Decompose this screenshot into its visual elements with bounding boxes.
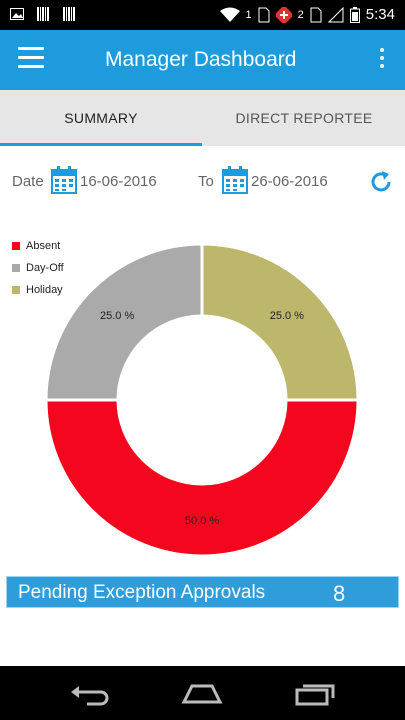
sim-card-icon [258, 7, 270, 22]
system-nav-bar [0, 666, 405, 720]
sim1-label: 1 [245, 8, 252, 21]
pending-exception-approvals-button[interactable]: Pending Exception Approvals 8 [6, 576, 399, 608]
attendance-donut-chart: 25.0 % 50.0 % 25.0 % [44, 242, 360, 558]
barcode-notification-icon [37, 7, 49, 21]
tab-summary[interactable]: SUMMARY [64, 110, 138, 126]
back-icon[interactable] [67, 678, 111, 708]
menu-icon[interactable] [18, 47, 44, 73]
app-bar: Manager Dashboard [0, 30, 405, 90]
tab-bar: SUMMARY DIRECT REPORTEE [0, 90, 405, 146]
sim2-label: 2 [297, 8, 304, 21]
calendar-icon[interactable] [51, 166, 77, 194]
legend-swatch [12, 264, 20, 272]
chart-legend: Absent Day-Off Holiday [12, 235, 64, 301]
slice-value-label: 50.0 % [185, 515, 219, 527]
from-date-value[interactable]: 16-06-2016 [80, 173, 157, 190]
legend-swatch [12, 242, 20, 250]
status-time: 5:34 [365, 6, 395, 23]
calendar-icon[interactable] [222, 166, 248, 194]
barcode-notification-icon [63, 7, 75, 21]
donut-hole [128, 326, 276, 474]
wifi-icon [219, 7, 240, 22]
signal-icon [327, 6, 344, 22]
refresh-icon[interactable] [369, 170, 393, 194]
active-tab-indicator [0, 143, 202, 146]
image-notification-icon [10, 8, 24, 20]
legend-item: Holiday [12, 279, 64, 301]
overflow-menu-icon[interactable] [377, 48, 387, 72]
pending-approvals-count: 8 [333, 581, 346, 606]
home-icon[interactable] [180, 678, 224, 708]
slice-value-label: 25.0 % [100, 310, 134, 322]
date-filter: Date 16-06-2016 To 26-06-2016 [0, 166, 405, 198]
donut-slice-day-off [44, 242, 204, 402]
tab-direct-reportee[interactable]: DIRECT REPORTEE [235, 110, 373, 126]
battery-icon [349, 6, 360, 23]
status-bar: 1 2 5:34 [0, 0, 405, 30]
legend-label: Day-Off [26, 262, 64, 274]
to-date-value[interactable]: 26-06-2016 [251, 173, 328, 190]
page-title: Manager Dashboard [105, 48, 297, 71]
legend-swatch [12, 286, 20, 294]
to-date-label: To [198, 173, 214, 190]
from-date-label: Date [12, 173, 44, 190]
sim-card-icon [310, 7, 322, 22]
legend-label: Absent [26, 240, 61, 252]
legend-item: Absent [12, 235, 64, 257]
slice-value-label: 25.0 % [270, 310, 304, 322]
legend-item: Day-Off [12, 257, 64, 279]
recent-apps-icon[interactable] [293, 678, 337, 708]
pending-approvals-label: Pending Exception Approvals [18, 582, 266, 603]
donut-slice-absent [44, 398, 360, 558]
alert-icon [275, 6, 292, 23]
legend-label: Holiday [26, 284, 63, 296]
donut-slice-holiday [200, 242, 360, 402]
